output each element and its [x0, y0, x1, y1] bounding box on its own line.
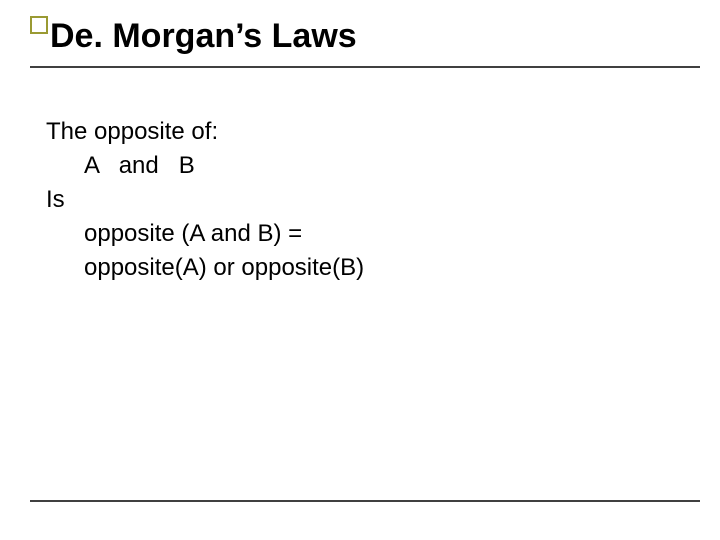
title-underline [30, 66, 700, 68]
body-line: A and B [84, 152, 195, 180]
body-line: opposite(A) or opposite(B) [84, 254, 364, 282]
accent-square-icon [30, 16, 48, 34]
slide: De. Morgan’s Laws The opposite of: A and … [0, 0, 720, 540]
body-line: Is [46, 186, 65, 214]
bottom-rule [30, 500, 700, 502]
slide-title: De. Morgan’s Laws [50, 18, 357, 55]
body-line: opposite (A and B) = [84, 220, 302, 248]
body-line: The opposite of: [46, 118, 218, 146]
